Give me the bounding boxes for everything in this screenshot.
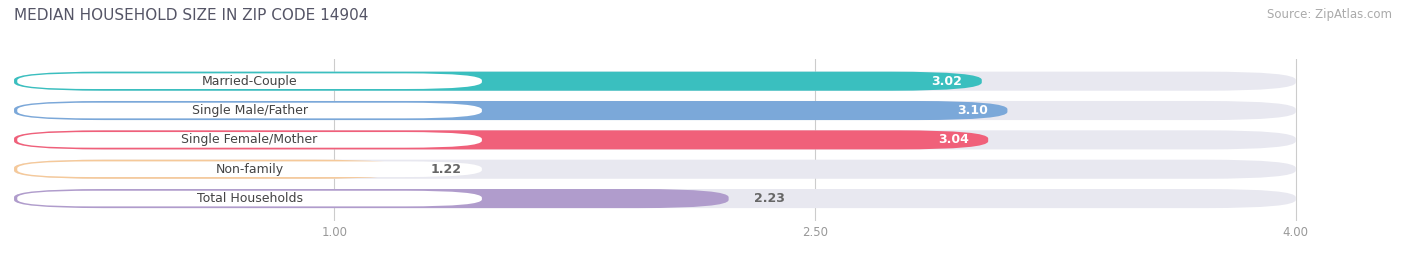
FancyBboxPatch shape bbox=[17, 103, 482, 118]
Text: Married-Couple: Married-Couple bbox=[202, 75, 298, 88]
FancyBboxPatch shape bbox=[17, 191, 482, 206]
Text: MEDIAN HOUSEHOLD SIZE IN ZIP CODE 14904: MEDIAN HOUSEHOLD SIZE IN ZIP CODE 14904 bbox=[14, 8, 368, 23]
Text: 3.02: 3.02 bbox=[932, 75, 963, 88]
FancyBboxPatch shape bbox=[14, 72, 981, 91]
Text: 2.23: 2.23 bbox=[754, 192, 785, 205]
FancyBboxPatch shape bbox=[17, 73, 482, 89]
Text: 3.04: 3.04 bbox=[938, 133, 969, 146]
Text: Single Female/Mother: Single Female/Mother bbox=[181, 133, 318, 146]
FancyBboxPatch shape bbox=[14, 160, 1296, 179]
FancyBboxPatch shape bbox=[17, 132, 482, 148]
Text: Total Households: Total Households bbox=[197, 192, 302, 205]
FancyBboxPatch shape bbox=[14, 130, 988, 149]
FancyBboxPatch shape bbox=[14, 101, 1296, 120]
Text: Non-family: Non-family bbox=[215, 163, 284, 176]
FancyBboxPatch shape bbox=[14, 72, 1296, 91]
Text: Single Male/Father: Single Male/Father bbox=[191, 104, 308, 117]
Text: 3.10: 3.10 bbox=[957, 104, 988, 117]
FancyBboxPatch shape bbox=[14, 130, 1296, 149]
Text: 1.22: 1.22 bbox=[430, 163, 461, 176]
FancyBboxPatch shape bbox=[14, 160, 405, 179]
FancyBboxPatch shape bbox=[17, 161, 482, 177]
FancyBboxPatch shape bbox=[14, 189, 728, 208]
Text: Source: ZipAtlas.com: Source: ZipAtlas.com bbox=[1267, 8, 1392, 21]
FancyBboxPatch shape bbox=[14, 189, 1296, 208]
FancyBboxPatch shape bbox=[14, 101, 1008, 120]
